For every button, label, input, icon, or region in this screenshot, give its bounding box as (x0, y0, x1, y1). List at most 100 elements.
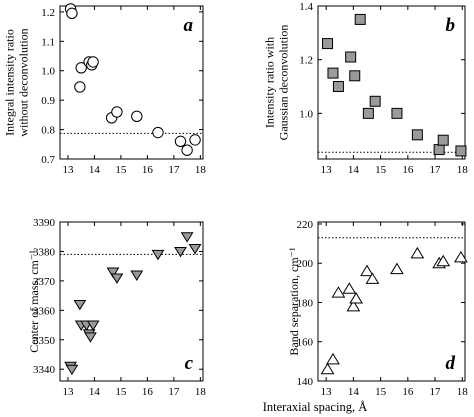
x-tick-label: 15 (375, 164, 387, 176)
y-tick-label: 0.9 (41, 95, 55, 107)
x-tick-label: 16 (402, 164, 414, 176)
y-tick-label: 3350 (33, 335, 56, 347)
shared-x-axis-label: Interaxial spacing, Å (263, 400, 367, 414)
y-tick-label: 3390 (33, 217, 56, 229)
data-point-triangle-up (436, 254, 451, 267)
y-axis-label: Integral intensity ratiowithout deconvol… (3, 28, 31, 136)
y-tick-label: 3340 (33, 364, 56, 376)
y-tick-label: 1.0 (299, 108, 313, 120)
x-tick-label: 17 (430, 386, 442, 398)
y-tick-label: 3380 (33, 246, 56, 258)
data-point-square (322, 38, 334, 50)
data-point-square (411, 129, 423, 141)
x-tick-label: 16 (142, 164, 154, 176)
data-point-triangle-up (390, 262, 404, 275)
y-axis-label-line: Gaussian deconvolution (276, 25, 290, 141)
y-tick-label: 1.1 (41, 36, 55, 48)
y-tick-label: 160 (297, 337, 314, 349)
y-tick-label: 220 (297, 219, 314, 231)
x-tick-label: 15 (115, 164, 127, 176)
panel-letter: c (185, 353, 194, 374)
data-point-circle (152, 126, 164, 139)
panel-a: 13 14 15 16 17 18 0.7 0.8 0.9 1.0 1.1 1.2 Integral i… (3, 3, 207, 176)
x-tick-label: 18 (195, 164, 207, 176)
x-tick-label: 18 (457, 386, 469, 398)
x-tick-label: 17 (168, 164, 180, 176)
data-point-square (437, 134, 449, 146)
y-tick-label: 0.8 (41, 125, 55, 137)
data-point-triangle-down (110, 273, 124, 284)
x-tick-label: 16 (142, 386, 154, 398)
x-tick-label: 13 (62, 386, 74, 398)
y-axis-label-line: without deconvolution (16, 28, 30, 136)
data-point-circle (66, 7, 78, 20)
data-point-circle (74, 81, 86, 93)
data-point-square (391, 107, 403, 119)
data-point-circle (111, 106, 123, 118)
y-tick-label: 140 (297, 376, 314, 388)
data-point-triangle-up (365, 272, 380, 284)
y-tick-label: 3370 (33, 276, 56, 288)
plot-frame (317, 221, 466, 382)
y-axis-label: Band separation, cm⁻¹ (287, 247, 301, 356)
y-tick-label: 0.7 (41, 154, 55, 166)
data-point-circle (189, 134, 201, 146)
y-tick-label: 1.2 (41, 7, 55, 19)
data-point-square (327, 67, 339, 79)
data-point-triangle-up (320, 362, 335, 375)
data-point-triangle-down (151, 249, 165, 261)
data-point-triangle-up (326, 352, 340, 365)
y-tick-label: 1.2 (299, 55, 313, 67)
panel-letter: d (446, 353, 456, 374)
x-tick-label: 15 (115, 386, 127, 398)
data-point-triangle-down (73, 299, 87, 311)
x-tick-label: 17 (430, 164, 442, 176)
data-point-square (332, 81, 344, 93)
plot-frame (59, 221, 204, 382)
data-point-triangle-down (65, 364, 79, 376)
data-point-triangle-down (188, 244, 202, 255)
data-point-circle (181, 144, 193, 156)
x-tick-label: 16 (402, 386, 414, 398)
x-tick-label: 14 (89, 164, 101, 176)
data-point-circle (75, 62, 87, 74)
data-point-triangle-down (84, 332, 97, 343)
data-point-triangle-up (454, 250, 468, 263)
data-point-triangle-up (331, 286, 346, 298)
data-point-triangle-down (106, 267, 120, 279)
x-tick-label: 15 (375, 386, 387, 398)
y-axis-label: Center of mass, cm⁻¹ (27, 250, 41, 353)
y-tick-label: 180 (297, 297, 314, 309)
x-tick-label: 13 (62, 164, 74, 176)
data-point-triangle-down (174, 246, 187, 258)
x-tick-label: 14 (348, 386, 360, 398)
data-point-square (433, 144, 445, 156)
y-axis-label: Intensity ratio withGaussian deconvoluti… (263, 25, 291, 141)
data-point-square (369, 95, 381, 107)
plot-frame (317, 5, 466, 160)
panel-letter: b (446, 15, 456, 36)
y-tick-label: 1.0 (41, 66, 55, 78)
data-point-circle (87, 56, 99, 68)
data-point-triangle-down (130, 270, 144, 281)
x-tick-label: 17 (168, 386, 180, 398)
data-point-square (345, 51, 357, 63)
x-tick-label: 18 (457, 164, 469, 176)
panel-b: 13 14 15 16 17 18 1.0 1.2 1.4 Intensity ratio wit… (263, 1, 469, 176)
panel-c: 13 14 15 16 17 18 3340 3350 3360 3370 3380 3390 Cent… (27, 217, 206, 398)
data-point-triangle-up (349, 292, 363, 304)
data-point-circle (131, 110, 143, 123)
data-point-triangle-down (180, 232, 194, 243)
y-axis-label-line: Intensity ratio with (263, 37, 277, 128)
data-point-square (354, 13, 366, 25)
data-point-triangle-up (410, 246, 425, 259)
plot-frame (59, 5, 204, 160)
panel-d: 13 14 15 16 17 18 140 160 180 200 220 Band separati… (287, 219, 468, 398)
x-tick-label: 13 (321, 164, 333, 176)
y-tick-label: 3360 (33, 305, 56, 317)
x-tick-label: 13 (321, 386, 333, 398)
panel-letter: a (184, 15, 194, 36)
data-point-triangle-up (346, 299, 361, 312)
data-point-triangle-up (360, 264, 374, 277)
x-tick-label: 14 (348, 164, 360, 176)
